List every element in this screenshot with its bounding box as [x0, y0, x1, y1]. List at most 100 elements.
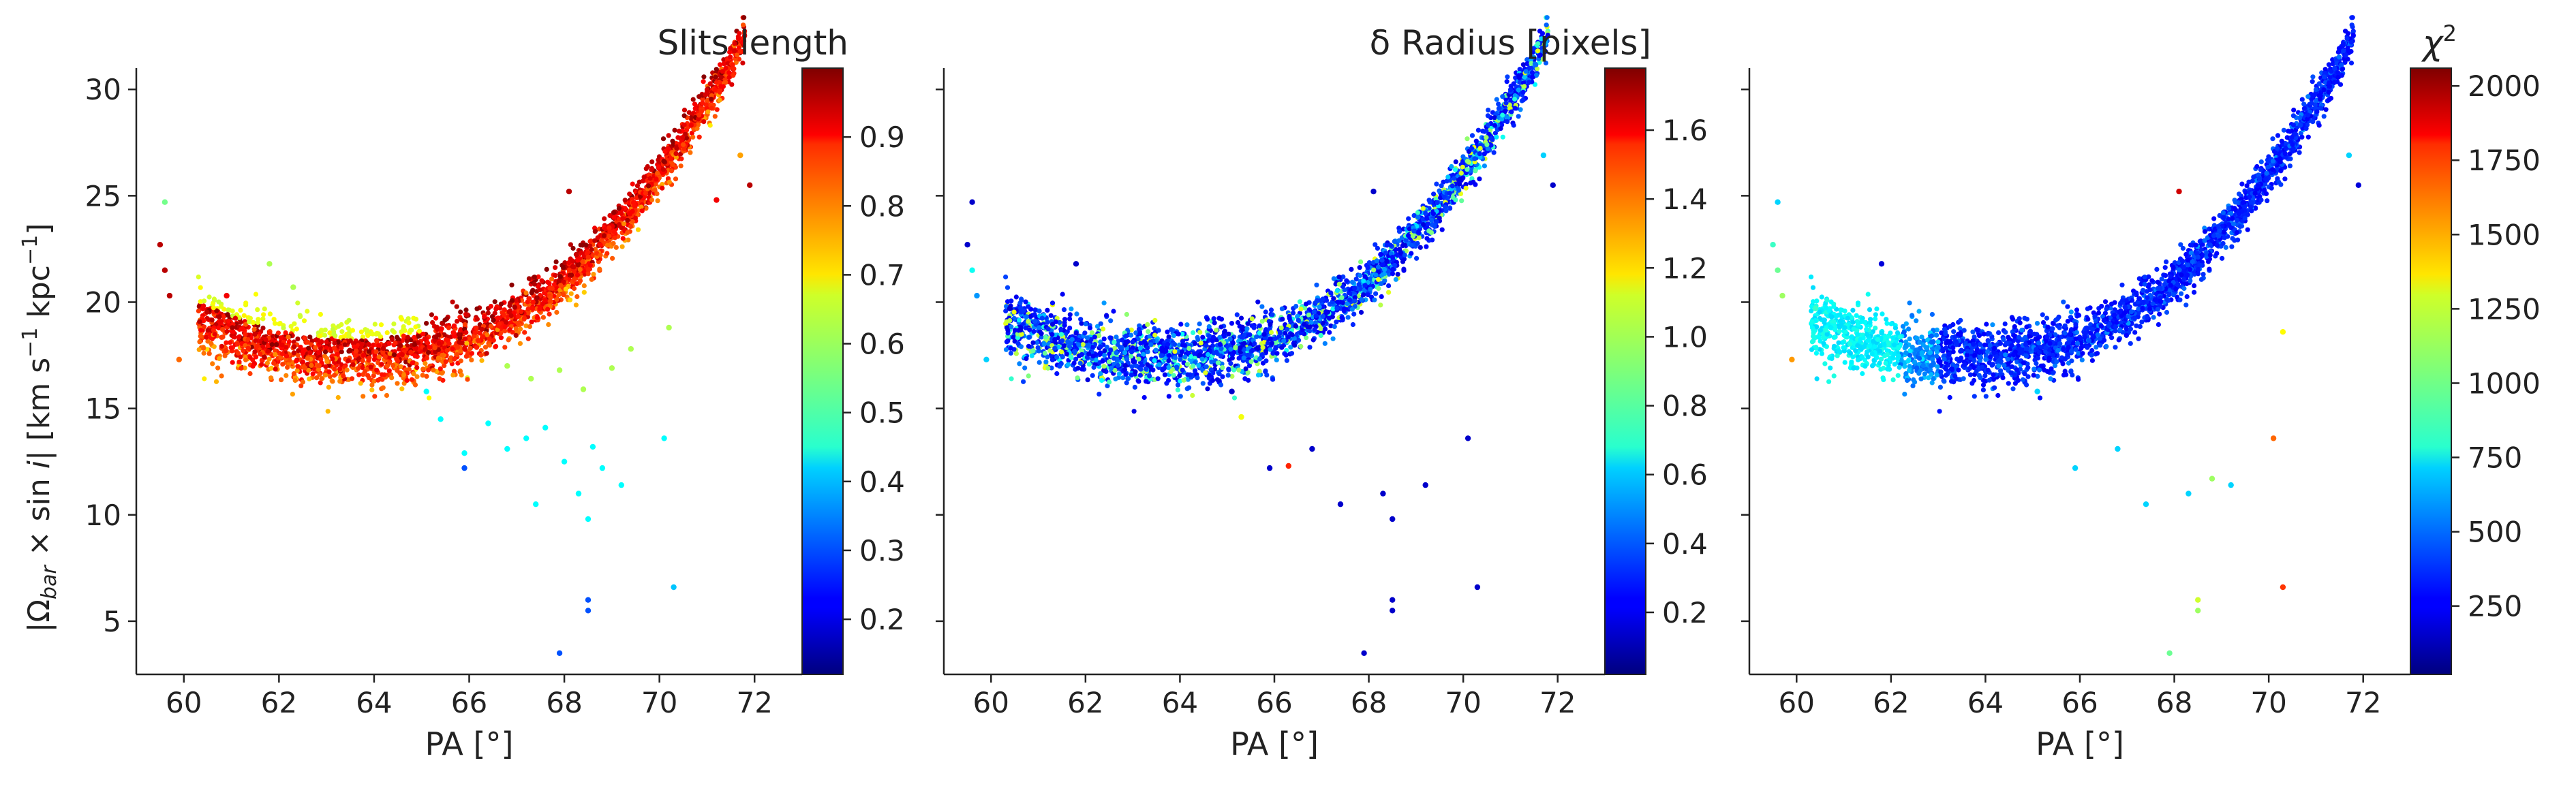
scatter-point: [1494, 97, 1499, 102]
scatter-point: [714, 197, 720, 203]
scatter-point: [420, 331, 426, 337]
scatter-point: [454, 304, 459, 309]
x-tick-label: 70: [641, 686, 677, 719]
scatter-point: [261, 312, 266, 317]
scatter-point: [673, 151, 679, 157]
scatter-point: [717, 89, 722, 95]
scatter-point: [325, 409, 331, 414]
scatter-point: [412, 342, 417, 347]
scatter-point: [1071, 360, 1077, 366]
scatter-point: [307, 376, 312, 381]
scatter-point: [1435, 200, 1440, 206]
scatter-point: [427, 395, 432, 401]
scatter-point: [1165, 365, 1171, 371]
scatter-point: [1382, 278, 1387, 283]
scatter-point: [1030, 348, 1036, 354]
scatter-point: [1067, 312, 1073, 317]
scatter-point: [1274, 351, 1280, 356]
scatter-point: [1138, 366, 1144, 372]
scatter-point: [1037, 308, 1042, 314]
scatter-point: [462, 347, 468, 352]
scatter-band: [196, 15, 748, 414]
scatter-point: [741, 22, 746, 28]
scatter-point: [1193, 368, 1198, 373]
scatter-point: [532, 281, 538, 287]
scatter-point: [1445, 174, 1451, 180]
scatter-point: [1473, 138, 1479, 144]
scatter-point: [1156, 328, 1161, 333]
scatter-point: [1146, 329, 1151, 334]
scatter-point: [265, 348, 271, 354]
scatter-point: [1409, 251, 1414, 256]
scatter-point: [451, 323, 457, 328]
scatter-point: [617, 222, 622, 228]
scatter-point: [628, 223, 634, 230]
scatter-point: [561, 265, 566, 270]
scatter-point: [696, 112, 702, 118]
scatter-point: [342, 342, 348, 347]
scatter-point: [1032, 307, 1038, 313]
scatter-point: [1414, 255, 1420, 261]
scatter-point: [374, 339, 380, 344]
scatter-point: [597, 266, 602, 272]
scatter-point: [547, 285, 553, 291]
scatter-point: [370, 331, 375, 337]
scatter-point: [1203, 364, 1209, 369]
scatter-point: [488, 324, 493, 329]
scatter-point: [701, 119, 707, 125]
scatter-point: [485, 420, 491, 426]
scatter-point: [331, 373, 337, 378]
scatter-point: [649, 159, 655, 165]
scatter-point: [556, 367, 563, 373]
scatter-point: [469, 357, 474, 363]
scatter-point: [330, 379, 335, 384]
scatter-point: [1423, 210, 1428, 216]
scatter-point: [1123, 333, 1129, 339]
scatter-point: [1378, 251, 1383, 257]
scatter-point: [476, 338, 481, 343]
scatter-point: [479, 358, 485, 363]
scatter-point: [740, 60, 746, 66]
scatter-point: [322, 349, 328, 355]
scatter-point: [273, 351, 278, 358]
scatter-point: [549, 277, 555, 282]
scatter-point: [1152, 358, 1157, 364]
scatter-point: [1113, 376, 1118, 381]
scatter-point: [216, 299, 221, 304]
scatter-point: [729, 82, 735, 87]
scatter-point: [1257, 356, 1263, 362]
scatter-point: [324, 345, 329, 351]
scatter-point: [1375, 264, 1381, 270]
scatter-point: [1230, 340, 1236, 346]
scatter-point: [360, 358, 366, 364]
scatter-point: [316, 363, 322, 369]
scatter-point: [1179, 349, 1185, 355]
scatter-point: [1045, 307, 1050, 313]
scatter-point: [365, 333, 371, 339]
scatter-point: [647, 176, 653, 181]
scatter-point: [283, 373, 289, 378]
scatter-point: [1062, 319, 1067, 326]
scatter-point: [1336, 281, 1342, 287]
scatter-point: [1516, 74, 1522, 80]
scatter-point: [1079, 321, 1084, 326]
scatter-point: [491, 337, 496, 343]
scatter-point: [373, 331, 379, 337]
scatter-point: [1255, 373, 1261, 378]
scatter-point: [574, 294, 580, 300]
scatter-point: [1078, 317, 1084, 322]
scatter-point: [645, 163, 650, 170]
scatter-point: [397, 370, 403, 375]
scatter-point: [1077, 360, 1083, 366]
colorbar-tick-label: 0.7: [859, 258, 905, 292]
scatter-point: [332, 341, 337, 346]
scatter-point: [726, 70, 732, 76]
scatter-point: [294, 326, 299, 332]
scatter-point: [330, 326, 336, 332]
scatter-point: [1101, 326, 1106, 332]
scatter-point: [201, 350, 206, 356]
scatter-point: [1503, 100, 1509, 106]
scatter-point: [556, 650, 563, 656]
scatter-point: [1401, 266, 1407, 272]
